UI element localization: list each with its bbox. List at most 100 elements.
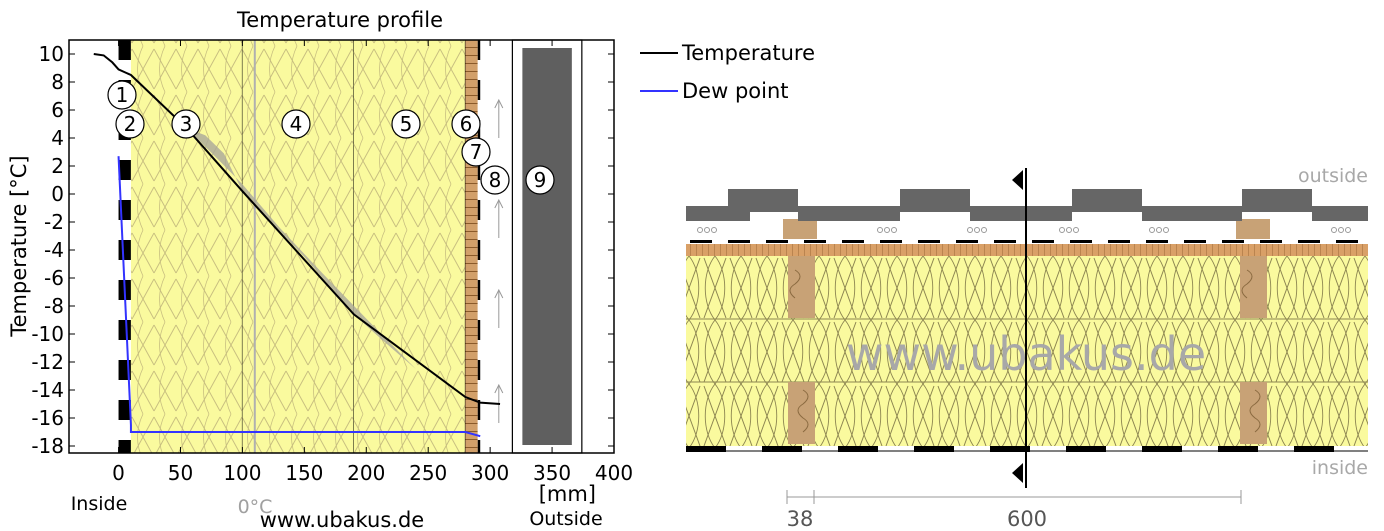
- y-tick-label: 2: [51, 154, 64, 178]
- rafter: [788, 256, 815, 444]
- layer-badge-label-4: 4: [290, 112, 303, 136]
- air-marker: [1331, 227, 1337, 233]
- membrane-dash: [1108, 240, 1130, 243]
- x-tick-label: 150: [285, 461, 323, 485]
- air-marker: [1059, 227, 1065, 233]
- membrane-dash: [914, 446, 954, 452]
- temperature-band: [186, 128, 416, 369]
- membrane-dash: [1032, 240, 1054, 243]
- membrane-dash: [842, 240, 864, 243]
- inner-membrane-dashes: [686, 446, 1334, 452]
- x-tick-label: 0: [112, 461, 125, 485]
- membrane-dash: [918, 240, 940, 243]
- membrane-dash: [766, 240, 788, 243]
- layer-badge-label-6: 6: [460, 112, 473, 136]
- diagram-inside-label: inside: [1312, 457, 1368, 479]
- layer-badge-label-1: 1: [116, 83, 129, 107]
- x-tick-label: 250: [409, 461, 447, 485]
- y-tick-label: -16: [31, 406, 64, 430]
- x-tick-label: 200: [347, 461, 385, 485]
- y-tick-label: -2: [44, 210, 64, 234]
- y-tick-label: -4: [44, 238, 64, 262]
- zero-degree-label: 0°C: [238, 496, 273, 518]
- air-marker: [704, 227, 710, 233]
- membrane-dash: [994, 240, 1016, 243]
- outer-membrane-dashes: [690, 240, 1358, 243]
- air-marker: [884, 227, 890, 233]
- y-tick-label: -12: [31, 350, 64, 374]
- chart-title: Temperature profile: [236, 8, 443, 32]
- membrane-dash: [1294, 446, 1334, 452]
- layer-band-7: [477, 40, 482, 453]
- plot-frame: [68, 39, 615, 454]
- layer-badge-2: [115, 109, 145, 139]
- counter-batten: [783, 219, 817, 239]
- membrane-dash: [1184, 240, 1206, 243]
- dimension-line: [786, 490, 1242, 504]
- legend-swatch-dew-point: [640, 90, 678, 92]
- membrane-dash: [880, 240, 902, 243]
- y-tick-label: 0: [51, 182, 64, 206]
- y-tick-label: 8: [51, 70, 64, 94]
- layer-badge-7: [461, 137, 491, 167]
- air-marker: [697, 227, 703, 233]
- layer-badge-9: [525, 165, 555, 195]
- air-marker: [1163, 227, 1169, 233]
- air-marker: [974, 227, 980, 233]
- layer-badge-4: [281, 109, 311, 139]
- air-gap-markers: [697, 227, 1351, 233]
- layer-band-4-texture: [242, 40, 354, 453]
- x-tick-label: 300: [471, 461, 509, 485]
- membrane-dash: [690, 240, 712, 243]
- membrane-dash: [686, 446, 726, 452]
- axes: 10 8 6 4 2 0 -2 -4 -6 -8 -10 -12 -14 -16 -18 0 50 100 150 2…: [31, 39, 633, 485]
- chart-watermark: www.ubakus.de: [260, 508, 424, 531]
- temperature-range-band: [186, 128, 416, 369]
- layer-badge-label-8: 8: [489, 168, 502, 192]
- layer-badge-3: [171, 109, 201, 139]
- membrane-dash: [1142, 446, 1182, 452]
- air-marker: [981, 227, 987, 233]
- airflow-arrow-head-3: [494, 383, 504, 394]
- layer-badge-6: [451, 109, 481, 139]
- section-marker-bottom: [1012, 463, 1023, 483]
- air-marker: [1073, 227, 1079, 233]
- membrane-dash: [804, 240, 826, 243]
- membrane-dash: [838, 446, 878, 452]
- membrane-dash: [1336, 240, 1358, 243]
- membrane-dash: [1222, 240, 1244, 243]
- roof-section-diagram: www.ubakus.de outside inside 38 600: [686, 165, 1368, 531]
- membrane-dash: [1146, 240, 1168, 243]
- diagram-outside-label: outside: [1298, 165, 1368, 187]
- y-tick-label: 10: [39, 42, 64, 66]
- layer-badge-label-5: 5: [400, 112, 413, 136]
- airflow-arrow-head-2: [494, 288, 504, 299]
- membrane-dash: [1298, 240, 1320, 243]
- x-axis-unit: [mm]: [539, 482, 596, 506]
- dimension-large: 600: [1007, 507, 1047, 531]
- air-marker: [1149, 227, 1155, 233]
- air-marker: [711, 227, 717, 233]
- layer-band-9: [522, 48, 572, 445]
- membrane-dash: [956, 240, 978, 243]
- airflow-arrow-head-1: [494, 198, 504, 209]
- y-tick-label: 6: [51, 98, 64, 122]
- membrane-dash: [1066, 446, 1106, 452]
- temperature-chart: 12 3 4 5 678 9 1086420-2-4-6-8-10-12-14-16-18…: [7, 8, 633, 531]
- x-tick-label: 400: [595, 461, 633, 485]
- y-axis-label: Temperature [°C]: [7, 155, 31, 337]
- y-tick-label: -14: [31, 378, 64, 402]
- layer-band-6: [465, 40, 478, 453]
- layer-band-5-texture: [353, 40, 466, 453]
- legend-item-dew-point: Dew point: [640, 72, 815, 110]
- outside-label: Outside: [529, 508, 602, 530]
- membrane-dash: [1260, 240, 1282, 243]
- air-marker: [1156, 227, 1162, 233]
- membrane-dash: [1218, 446, 1258, 452]
- diagram-watermark: www.ubakus.de: [846, 327, 1206, 381]
- air-marker: [877, 227, 883, 233]
- y-tick-label: -8: [44, 294, 64, 318]
- layer-badge-1: [107, 80, 137, 110]
- air-marker: [891, 227, 897, 233]
- membrane-dash: [990, 446, 1030, 452]
